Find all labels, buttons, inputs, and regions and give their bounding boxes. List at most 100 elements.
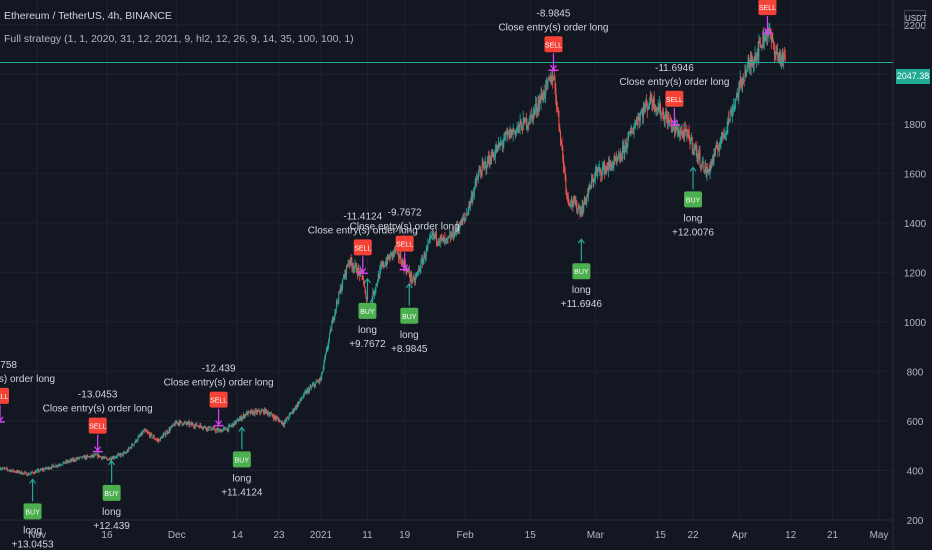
candle-body — [202, 428, 204, 429]
candle-body — [534, 108, 536, 112]
candle-body — [218, 429, 220, 431]
candle-body — [350, 257, 352, 263]
candle-body — [462, 218, 464, 220]
currency-badge[interactable]: USDT — [904, 10, 927, 28]
candle-body — [46, 467, 48, 469]
sell-badge — [395, 235, 414, 252]
candle-body — [205, 428, 207, 430]
candle-body — [655, 107, 657, 112]
candle-body — [760, 44, 762, 48]
candle-body — [725, 133, 727, 134]
candle-body — [773, 40, 775, 48]
candle-body — [467, 209, 469, 214]
candle-body — [341, 286, 343, 292]
candle-body — [272, 415, 274, 417]
candle-body — [252, 411, 254, 415]
candle-body — [494, 151, 496, 157]
candle-body — [521, 129, 523, 131]
candle-body — [604, 168, 606, 174]
candle-body — [249, 411, 251, 413]
sell-marker: SELL -13.0453 Close entry(s) order long — [43, 390, 153, 453]
buy-arrow — [108, 459, 116, 483]
candle-body — [365, 292, 367, 298]
buy-badge-label: BUY — [402, 314, 417, 321]
candle-body — [725, 131, 727, 134]
candle-body — [426, 247, 428, 249]
candle-body — [270, 413, 272, 415]
candle-body — [741, 79, 743, 85]
candle-body — [153, 436, 155, 439]
candle-body — [572, 203, 574, 206]
candle-body — [709, 166, 711, 173]
price-tick-label: 1200 — [904, 268, 927, 279]
candle-body — [732, 109, 734, 116]
candle-body — [230, 426, 232, 427]
candle-body — [45, 467, 47, 469]
sell-badge — [665, 90, 684, 107]
candle-body — [664, 116, 666, 122]
candle-body — [628, 131, 630, 134]
candle-body — [162, 435, 164, 439]
candle-body — [687, 129, 689, 136]
candle-body — [525, 118, 527, 122]
candle-body — [17, 470, 19, 472]
candle-body — [122, 452, 124, 456]
candle-body — [353, 267, 355, 270]
candle-body — [558, 110, 560, 125]
candle-body — [528, 123, 530, 124]
candle-body — [221, 430, 223, 432]
candle-body — [328, 333, 330, 340]
candle-body — [74, 460, 76, 462]
candle-body — [715, 145, 717, 148]
candle-body — [749, 59, 751, 67]
candle-body — [753, 59, 755, 63]
candle-body — [389, 256, 391, 259]
candle-body — [392, 251, 394, 256]
candle-body — [556, 106, 558, 109]
candle-body — [492, 154, 494, 157]
candle-body — [440, 236, 442, 238]
candle-body — [146, 431, 148, 433]
price-tick-label: 1400 — [904, 219, 927, 230]
candle-body — [346, 265, 348, 276]
trade-profit-label: +12.439 — [93, 521, 130, 532]
candle-body — [535, 103, 537, 109]
candle-body — [634, 123, 636, 127]
candle-body — [156, 439, 158, 441]
candle-body — [176, 422, 178, 424]
candle-body — [239, 418, 241, 421]
candle-body — [762, 33, 764, 48]
candle-body — [28, 473, 30, 475]
candle-body — [486, 167, 488, 170]
candle-body — [477, 179, 479, 181]
candle-body — [752, 62, 754, 67]
candle-body — [47, 467, 49, 469]
candle-body — [21, 473, 23, 475]
candle-body — [82, 456, 84, 459]
time-tick-label: 11 — [362, 530, 373, 541]
candle-body — [491, 152, 493, 157]
strategy-legend[interactable]: Full strategy (1, 1, 2020, 31, 12, 2021,… — [4, 33, 354, 45]
trade-comment-label: long — [572, 285, 591, 296]
candle-body — [64, 462, 66, 464]
candle-body — [447, 237, 449, 239]
symbol-title[interactable]: Ethereum / TetherUS, 4h, BINANCE — [4, 10, 172, 22]
candle-body — [461, 218, 463, 225]
price-tick-label: 1600 — [904, 169, 927, 180]
candle-body — [194, 426, 196, 428]
candle-body — [401, 261, 403, 266]
candle-body — [155, 439, 157, 441]
candle-body — [659, 104, 661, 112]
candle-body — [88, 456, 90, 458]
candle-body — [573, 198, 575, 206]
candle-body — [427, 243, 429, 248]
candle-body — [439, 241, 441, 243]
candle-body — [254, 410, 256, 415]
buy-badge-label: BUY — [686, 197, 701, 204]
candle-body — [262, 410, 264, 412]
candle-body — [214, 430, 216, 432]
candle-body — [349, 261, 351, 264]
candle-body — [170, 426, 172, 428]
